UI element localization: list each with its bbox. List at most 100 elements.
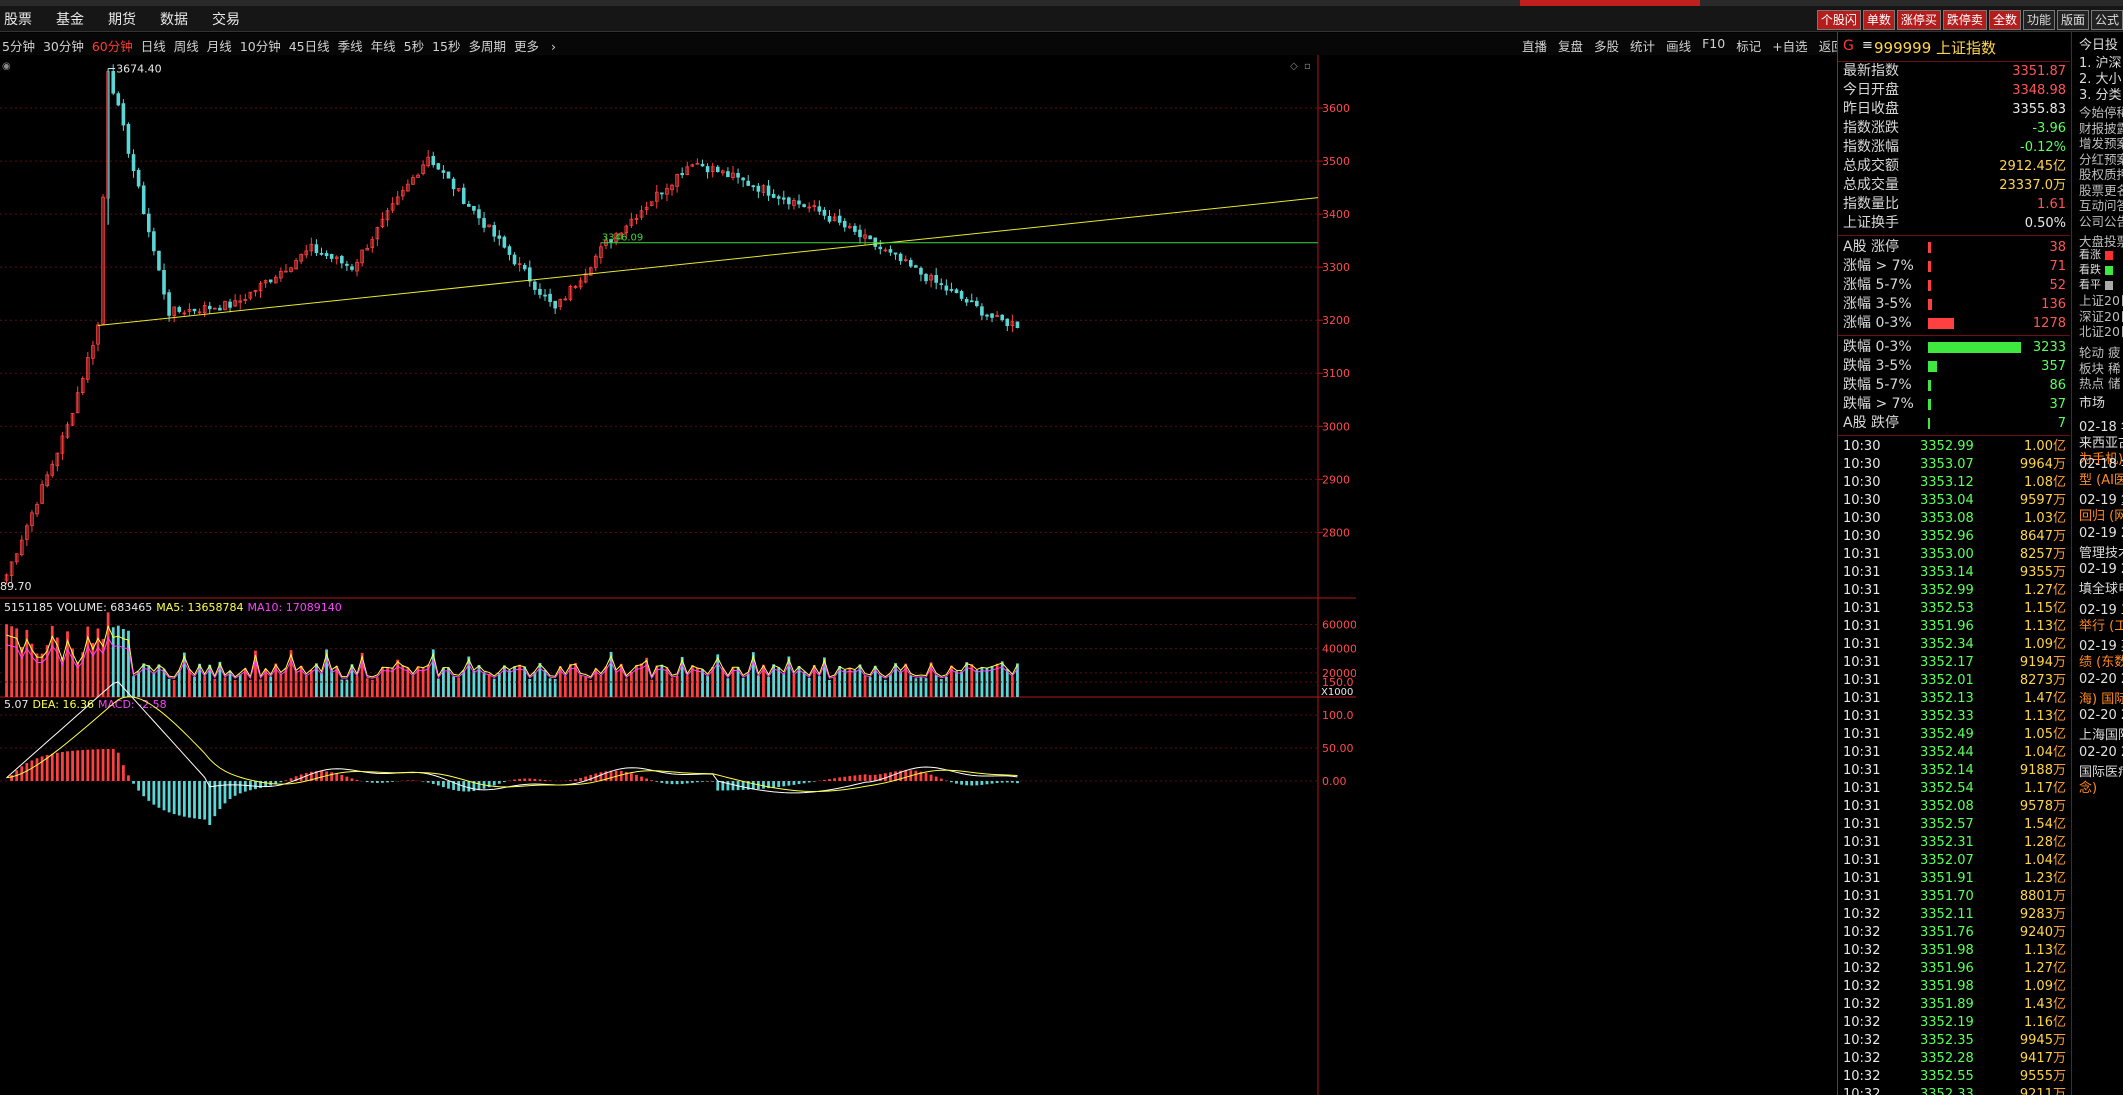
vote-row[interactable]: 看平 xyxy=(2079,276,2113,292)
side-item[interactable]: 1. 沪深 xyxy=(2079,56,2122,71)
tick-row[interactable]: 10:31 3352.33 1.13亿 xyxy=(1838,708,2070,726)
news-line[interactable]: 填全球电 xyxy=(2079,582,2123,597)
vote-row[interactable]: 看涨 xyxy=(2079,246,2113,262)
btn-formula[interactable]: 公式 xyxy=(2090,10,2123,30)
tool-multi-stock[interactable]: 多股 xyxy=(1594,39,1620,54)
side-link[interactable]: 分红预案 xyxy=(2079,151,2123,167)
tick-row[interactable]: 10:32 3351.98 1.09亿 xyxy=(1838,978,2070,996)
tick-row[interactable]: 10:31 3352.54 1.17亿 xyxy=(1838,780,2070,798)
btn-all[interactable]: 全数 xyxy=(1988,10,2021,30)
btn-limit-down-sell[interactable]: 跌停卖 xyxy=(1942,10,1987,30)
period-multi[interactable]: 多周期 xyxy=(468,39,507,54)
tick-row[interactable]: 10:31 3352.44 1.04亿 xyxy=(1838,744,2070,762)
tick-row[interactable]: 10:30 3353.12 1.08亿 xyxy=(1838,474,2070,492)
period-quarter[interactable]: 季线 xyxy=(337,39,363,54)
tick-row[interactable]: 10:32 3352.35 9945万 xyxy=(1838,1032,2070,1050)
tool-draw[interactable]: 画线 xyxy=(1666,39,1692,54)
news-line[interactable]: 02-18 华 xyxy=(2079,456,2123,472)
tick-row[interactable]: 10:32 3352.33 9211万 xyxy=(1838,1086,2070,1095)
news-line[interactable]: 海) 国际 xyxy=(2079,691,2123,707)
tool-mark[interactable]: 标记 xyxy=(1736,39,1762,54)
tick-row[interactable]: 10:32 3351.98 1.13亿 xyxy=(1838,942,2070,960)
tick-row[interactable]: 10:32 3352.55 9555万 xyxy=(1838,1068,2070,1086)
side-rotation[interactable]: 板块 稀 xyxy=(2079,360,2121,376)
news-line[interactable]: 来西亚古 xyxy=(2079,436,2123,451)
period-5s[interactable]: 5秒 xyxy=(403,39,425,54)
news-line[interactable]: 绩 (东数 xyxy=(2079,655,2123,670)
news-line[interactable]: 为手机) xyxy=(2079,452,2123,467)
tick-row[interactable]: 10:30 3353.04 9597万 xyxy=(1838,492,2070,510)
tick-row[interactable]: 10:31 3352.01 8273万 xyxy=(1838,672,2070,690)
news-line[interactable]: 型 (AI医 xyxy=(2079,472,2123,488)
side-link[interactable]: 增发预案 xyxy=(2079,136,2123,151)
tick-row[interactable]: 10:31 3352.57 1.54亿 xyxy=(1838,816,2070,834)
side-rotation[interactable]: 轮动 疲 xyxy=(2079,345,2121,360)
btn-limit-up-buy[interactable]: 涨停买 xyxy=(1896,10,1941,30)
news-line[interactable]: 念) xyxy=(2079,780,2098,796)
period-month[interactable]: 月线 xyxy=(206,39,232,54)
period-60min[interactable]: 60分钟 xyxy=(91,39,133,54)
news-line[interactable]: 02-20 2( xyxy=(2079,744,2123,760)
vote-row[interactable]: 看跌 xyxy=(2079,261,2113,277)
tool-stats[interactable]: 统计 xyxy=(1630,39,1656,54)
tick-row[interactable]: 10:31 3352.49 1.05亿 xyxy=(1838,726,2070,744)
side-link[interactable]: 互动问答 xyxy=(2079,198,2123,213)
tick-row[interactable]: 10:31 3352.34 1.09亿 xyxy=(1838,636,2070,654)
news-line[interactable]: 02-19 英 xyxy=(2079,639,2123,654)
period-30min[interactable]: 30分钟 xyxy=(42,39,84,54)
period-10min[interactable]: 10分钟 xyxy=(239,39,281,54)
side-link[interactable]: 股权质押 xyxy=(2079,167,2123,182)
news-line[interactable]: 管理技术 xyxy=(2079,545,2123,561)
tick-list[interactable]: 10:30 3352.99 1.00亿 10:30 3353.07 9964万 10:30 3… xyxy=(1838,438,2070,1095)
news-line[interactable]: 02-20 2( xyxy=(2079,671,2123,687)
side-item[interactable]: 3. 分类 xyxy=(2079,88,2122,103)
tick-row[interactable]: 10:32 3351.96 1.27亿 xyxy=(1838,960,2070,978)
side-link[interactable]: 股票更名 xyxy=(2079,182,2123,198)
tick-row[interactable]: 10:30 3352.99 1.00亿 xyxy=(1838,438,2070,456)
tick-row[interactable]: 10:30 3353.07 9964万 xyxy=(1838,456,2070,474)
tick-row[interactable]: 10:31 3352.99 1.27亿 xyxy=(1838,582,2070,600)
menu-futures[interactable]: 期货 xyxy=(108,12,136,28)
period-year[interactable]: 年线 xyxy=(370,39,396,54)
side-rotation[interactable]: 热点 储 xyxy=(2079,376,2121,391)
btn-single[interactable]: 单数 xyxy=(1862,10,1895,30)
side-item[interactable]: 2. 大小 xyxy=(2079,72,2122,87)
menu-data[interactable]: 数据 xyxy=(160,12,188,28)
tick-row[interactable]: 10:32 3352.19 1.16亿 xyxy=(1838,1014,2070,1032)
tick-row[interactable]: 10:31 3352.14 9188万 xyxy=(1838,762,2070,780)
tick-row[interactable]: 10:31 3352.31 1.28亿 xyxy=(1838,834,2070,852)
news-line[interactable]: 上海国际 xyxy=(2079,728,2123,743)
btn-function[interactable]: 功能 xyxy=(2022,10,2055,30)
news-line[interactable]: 举行 (工 xyxy=(2079,618,2123,634)
tick-row[interactable]: 10:31 3353.14 9355万 xyxy=(1838,564,2070,582)
tick-row[interactable]: 10:31 3353.00 8257万 xyxy=(1838,546,2070,564)
tool-live[interactable]: 直播 xyxy=(1522,39,1548,54)
tool-replay[interactable]: 复盘 xyxy=(1558,39,1584,54)
period-more[interactable]: 更多 › xyxy=(514,36,564,55)
menu-trade[interactable]: 交易 xyxy=(212,12,240,28)
tick-row[interactable]: 10:32 3351.89 1.43亿 xyxy=(1838,996,2070,1014)
btn-layout[interactable]: 版面 xyxy=(2056,10,2089,30)
tick-row[interactable]: 10:32 3352.11 9283万 xyxy=(1838,906,2070,924)
tool-add-watch[interactable]: +自选 xyxy=(1772,39,1808,54)
tick-row[interactable]: 10:31 3351.91 1.23亿 xyxy=(1838,870,2070,888)
menu-stocks[interactable]: 股票 xyxy=(4,12,32,28)
news-line[interactable]: 回归 (网 xyxy=(2079,509,2123,524)
side-link[interactable]: 今始停稀 xyxy=(2079,105,2123,120)
tool-f10[interactable]: F10 xyxy=(1702,36,1726,51)
news-line[interactable]: 02-19 工 xyxy=(2079,602,2123,618)
period-week[interactable]: 周线 xyxy=(173,39,199,54)
tick-row[interactable]: 10:31 3351.96 1.13亿 xyxy=(1838,618,2070,636)
period-45day[interactable]: 45日线 xyxy=(288,39,330,54)
news-line[interactable]: 02-19 复 xyxy=(2079,493,2123,508)
tick-row[interactable]: 10:31 3352.17 9194万 xyxy=(1838,654,2070,672)
news-line[interactable]: 02-20 2( xyxy=(2079,708,2123,723)
tick-row[interactable]: 10:31 3352.07 1.04亿 xyxy=(1838,852,2070,870)
tick-row[interactable]: 10:31 3352.53 1.15亿 xyxy=(1838,600,2070,618)
tick-row[interactable]: 10:31 3352.08 9578万 xyxy=(1838,798,2070,816)
kline-chart[interactable]: 3600 3500 3400 3300 3200 3100 3000 2900 2800 3674… xyxy=(0,55,1356,1095)
tick-row[interactable]: 10:31 3352.13 1.47亿 xyxy=(1838,690,2070,708)
btn-flash[interactable]: 个股闪 xyxy=(1816,10,1861,30)
tick-row[interactable]: 10:31 3351.70 8801万 xyxy=(1838,888,2070,906)
news-line[interactable]: 02-19 2( xyxy=(2079,562,2123,577)
